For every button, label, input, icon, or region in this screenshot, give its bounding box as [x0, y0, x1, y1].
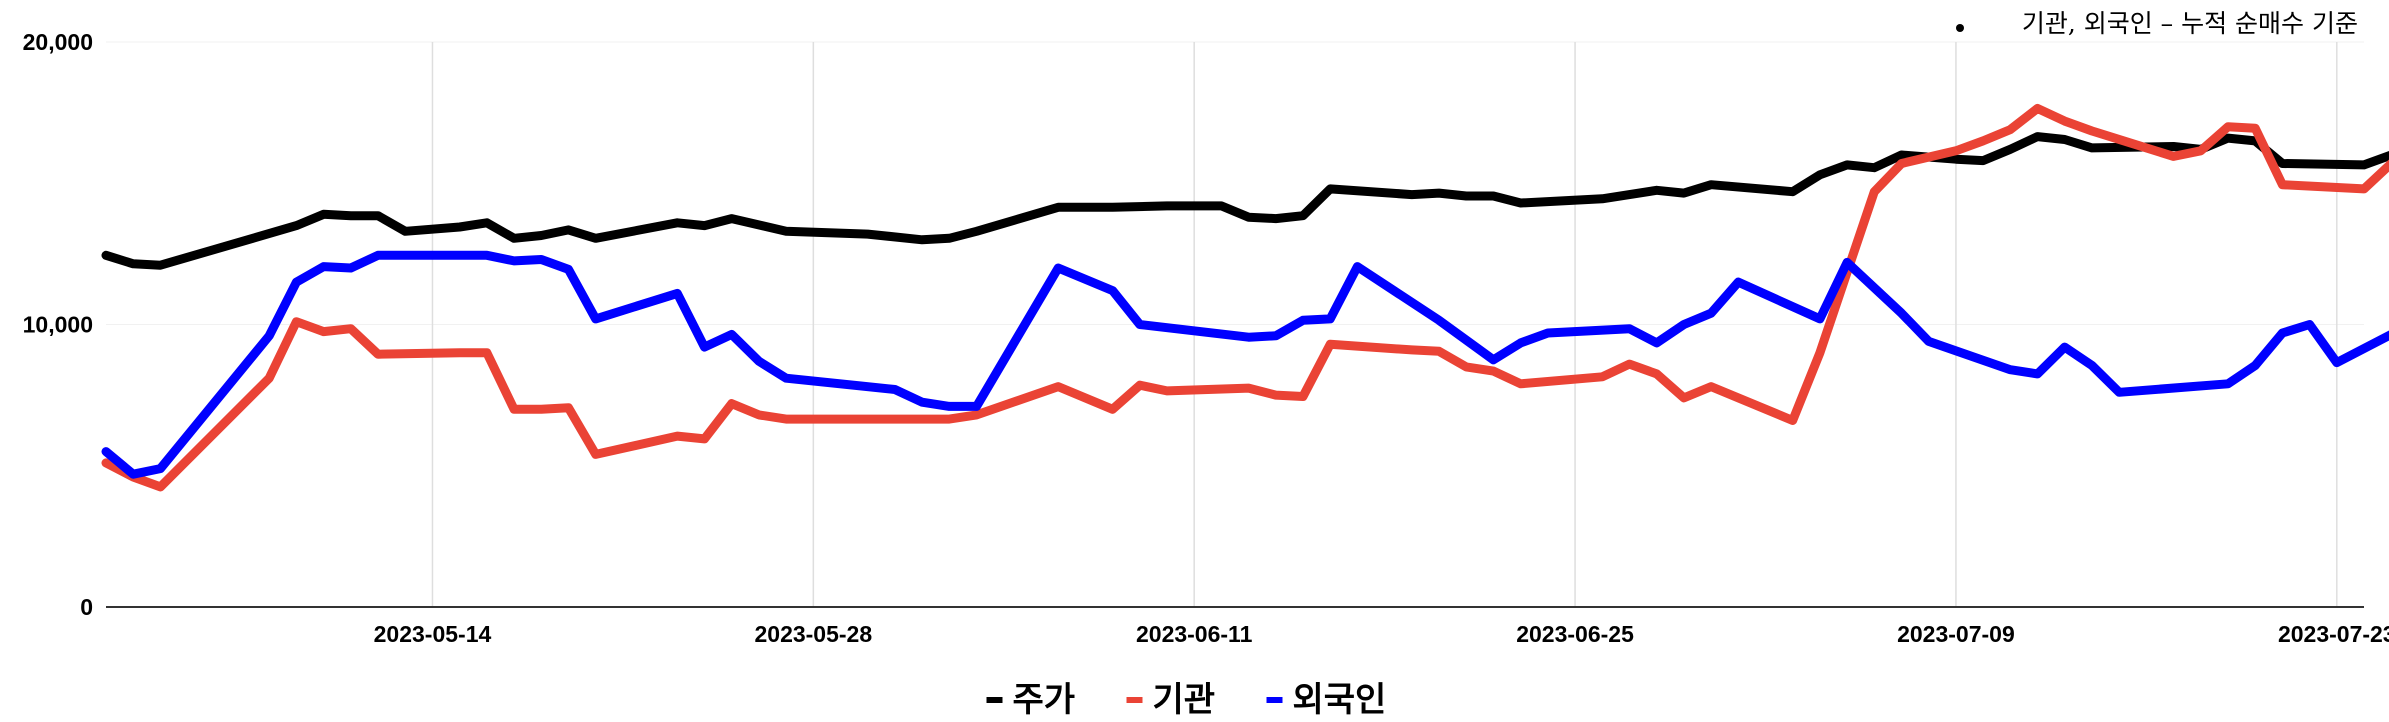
- series-lines: [101, 103, 2389, 492]
- series-line-주가: [101, 132, 2389, 270]
- series-line-외국인: [101, 250, 2389, 479]
- x-tick-label: 2023-06-11: [1136, 621, 1253, 647]
- legend-swatch: [1266, 697, 1283, 703]
- legend-label: 주가: [1013, 680, 1076, 720]
- note-text: 기관, 외국인 – 누적 순매수 기준: [2022, 9, 2358, 38]
- chart-note: 기관, 외국인 – 누적 순매수 기준: [1956, 9, 2358, 38]
- series-line-기관: [101, 103, 2389, 492]
- y-tick-label: 0: [80, 594, 93, 620]
- legend-swatch: [986, 697, 1003, 703]
- gridlines: [106, 41, 2364, 607]
- legend-item: 외국인: [1266, 680, 1387, 720]
- legend-item: 주가: [986, 680, 1076, 720]
- legend: 주가 기관 외국인: [986, 680, 1387, 720]
- legend-swatch: [1126, 697, 1143, 703]
- x-axis-ticks: 2023-05-14 2023-05-28 2023-06-11 2023-06-25…: [374, 621, 2389, 647]
- x-tick-label: 2023-07-09: [1897, 621, 2015, 647]
- x-tick-label: 2023-05-14: [374, 621, 492, 647]
- x-tick-label: 2023-05-28: [754, 621, 872, 647]
- y-axis-ticks: 0 10,000 20,000: [23, 29, 93, 620]
- note-bullet-icon: [1956, 24, 1964, 32]
- x-tick-label: 2023-06-25: [1516, 621, 1634, 647]
- x-tick-label: 2023-07-23: [2278, 621, 2389, 647]
- legend-label: 기관: [1153, 680, 1216, 720]
- legend-label: 외국인: [1293, 680, 1387, 720]
- y-tick-label: 20,000: [23, 29, 93, 55]
- y-tick-label: 10,000: [23, 312, 93, 338]
- legend-item: 기관: [1126, 680, 1216, 720]
